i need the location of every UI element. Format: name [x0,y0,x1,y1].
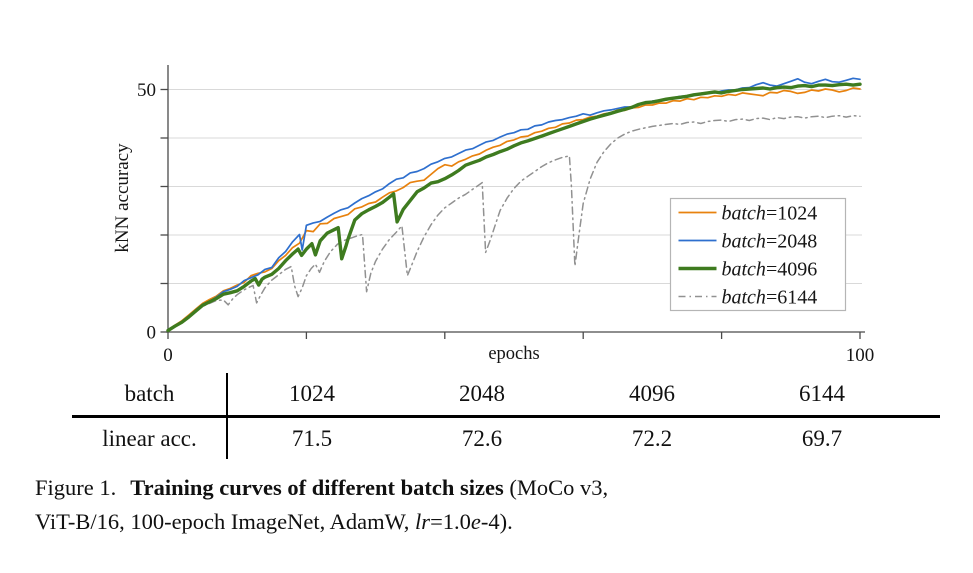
legend-label-batch-6144: batch=6144 [722,287,818,309]
x-axis-title: epochs [488,344,539,364]
linear-acc-1024: 71.5 [291,426,333,451]
table-header-batch-4096: 4096 [629,381,675,406]
caption-line-2: ViT-B/16, 100-epoch ImageNet, AdamW, lr=… [35,505,955,539]
training-curves-chart: 0 50 0 100 epochs kNN accuracy batch=1024 batch… [112,65,875,366]
legend-label-batch-1024: batch=1024 [722,203,818,225]
table-header-row: batch 1024 2048 4096 6144 [72,372,907,415]
y-axis-title: kNN accuracy [112,143,133,253]
caption-e-italic: e [470,509,481,534]
caption-tail: -4). [480,509,513,534]
table-header-label: batch [124,381,175,406]
caption-eq: =1.0 [430,509,471,534]
table-horizontal-rule [72,415,940,418]
figure-caption: Figure 1. Training curves of different ba… [35,471,955,539]
linear-acc-4096: 72.2 [631,426,673,451]
caption-figure-label: Figure 1. [35,475,117,500]
legend-label-batch-4096: batch=4096 [722,259,818,281]
table-header-batch-6144: 6144 [799,381,845,406]
table-header-batch-2048: 2048 [459,381,505,406]
linear-acc-2048: 72.6 [461,426,503,451]
table-vertical-rule [226,373,228,459]
series-line-batch-6144 [167,114,861,332]
linear-acc-6144: 69.7 [801,426,843,451]
linear-accuracy-table: batch 1024 2048 4096 6144 linear acc. 71… [72,372,940,460]
x-tick-label-100: 100 [846,345,875,366]
legend-label-batch-2048: batch=2048 [722,231,818,253]
x-tick-label-0: 0 [163,345,173,366]
table-row-label: linear acc. [102,426,197,451]
caption-line-1: Figure 1. Training curves of different ba… [35,471,955,505]
table-header-batch-1024: 1024 [289,381,335,406]
caption-line2-text: ViT-B/16, 100-epoch ImageNet, AdamW, [35,509,416,534]
series-line-batch-4096 [166,82,862,333]
caption-lr-italic: lr [415,509,431,534]
y-tick-label-0: 0 [147,323,157,344]
series-line-batch-1024 [167,87,861,331]
y-tick-label-50: 50 [137,80,156,101]
caption-after-bold: (MoCo v3, [503,475,609,500]
caption-bold-title: Training curves of different batch sizes [130,475,504,500]
legend-box [669,197,847,312]
table-value-row: linear acc. 71.5 72.6 72.2 69.7 [72,418,907,459]
